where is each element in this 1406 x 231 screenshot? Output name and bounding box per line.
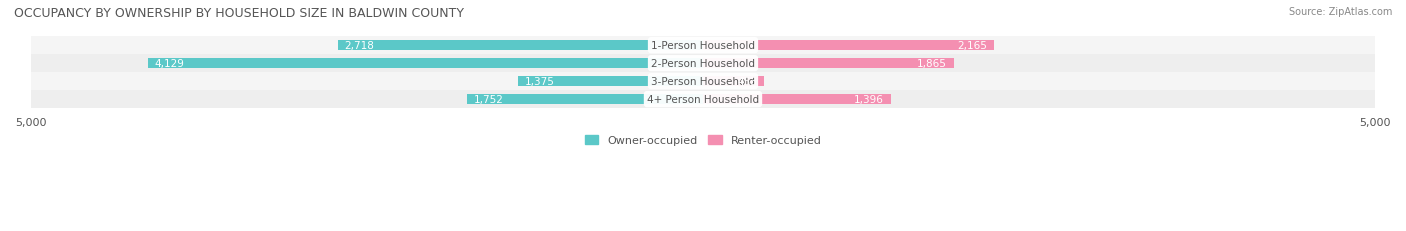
Text: 2-Person Household: 2-Person Household [651,59,755,69]
Bar [337,41,703,51]
Text: 1-Person Household: 1-Person Household [651,41,755,51]
Text: 2,718: 2,718 [344,41,374,51]
Legend: Owner-occupied, Renter-occupied: Owner-occupied, Renter-occupied [581,131,825,150]
Text: 1,375: 1,375 [524,77,555,87]
Text: 4,129: 4,129 [155,59,184,69]
Bar [703,77,763,87]
Text: Source: ZipAtlas.com: Source: ZipAtlas.com [1288,7,1392,17]
Text: 4+ Person Household: 4+ Person Household [647,95,759,105]
Bar [31,91,1375,109]
Text: 1,865: 1,865 [917,59,948,69]
Bar [703,95,890,105]
Text: 3-Person Household: 3-Person Household [651,77,755,87]
Bar [703,59,953,69]
Text: 453: 453 [737,77,758,87]
Bar [31,55,1375,73]
Text: 1,752: 1,752 [474,95,503,105]
Bar [703,41,994,51]
Bar [148,59,703,69]
Bar [519,77,703,87]
Text: OCCUPANCY BY OWNERSHIP BY HOUSEHOLD SIZE IN BALDWIN COUNTY: OCCUPANCY BY OWNERSHIP BY HOUSEHOLD SIZE… [14,7,464,20]
Text: 1,396: 1,396 [853,95,884,105]
Bar [467,95,703,105]
Bar [31,37,1375,55]
Bar [31,73,1375,91]
Text: 2,165: 2,165 [957,41,987,51]
